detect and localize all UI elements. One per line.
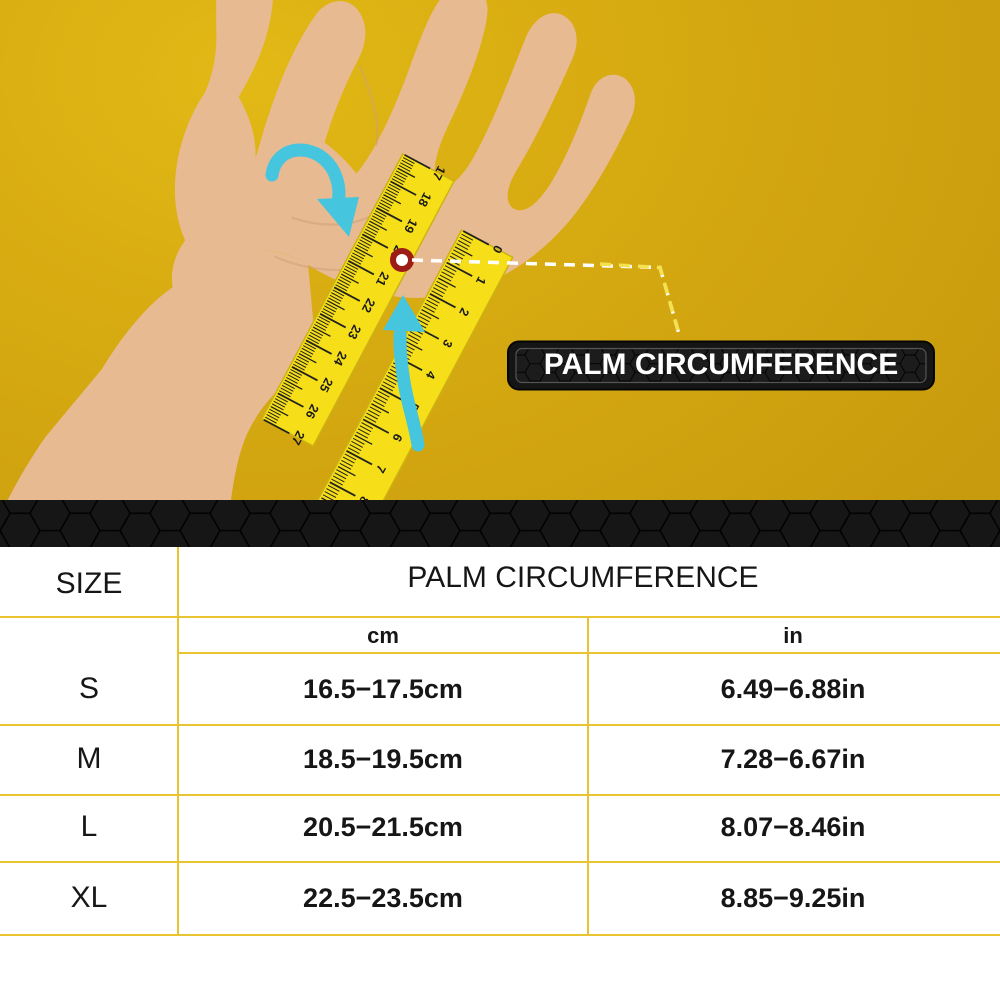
svg-text:8.85−9.25in: 8.85−9.25in <box>721 883 866 913</box>
svg-text:8.07−8.46in: 8.07−8.46in <box>721 812 866 842</box>
svg-text:16.5−17.5cm: 16.5−17.5cm <box>303 674 463 704</box>
svg-text:in: in <box>783 623 803 648</box>
svg-text:20.5−21.5cm: 20.5−21.5cm <box>303 812 463 842</box>
svg-text:XL: XL <box>71 881 108 914</box>
svg-text:L: L <box>81 810 98 843</box>
svg-text:PALM CIRCUMFERENCE: PALM CIRCUMFERENCE <box>544 348 898 381</box>
svg-text:22.5−23.5cm: 22.5−23.5cm <box>303 883 463 913</box>
svg-text:7.28−6.67in: 7.28−6.67in <box>721 744 866 774</box>
svg-text:PALM CIRCUMFERENCE: PALM CIRCUMFERENCE <box>407 561 758 594</box>
svg-text:M: M <box>77 742 102 775</box>
svg-text:6.49−6.88in: 6.49−6.88in <box>721 674 866 704</box>
svg-text:S: S <box>79 672 99 705</box>
svg-text:cm: cm <box>367 623 399 648</box>
svg-text:18.5−19.5cm: 18.5−19.5cm <box>303 744 463 774</box>
svg-text:SIZE: SIZE <box>56 567 123 600</box>
